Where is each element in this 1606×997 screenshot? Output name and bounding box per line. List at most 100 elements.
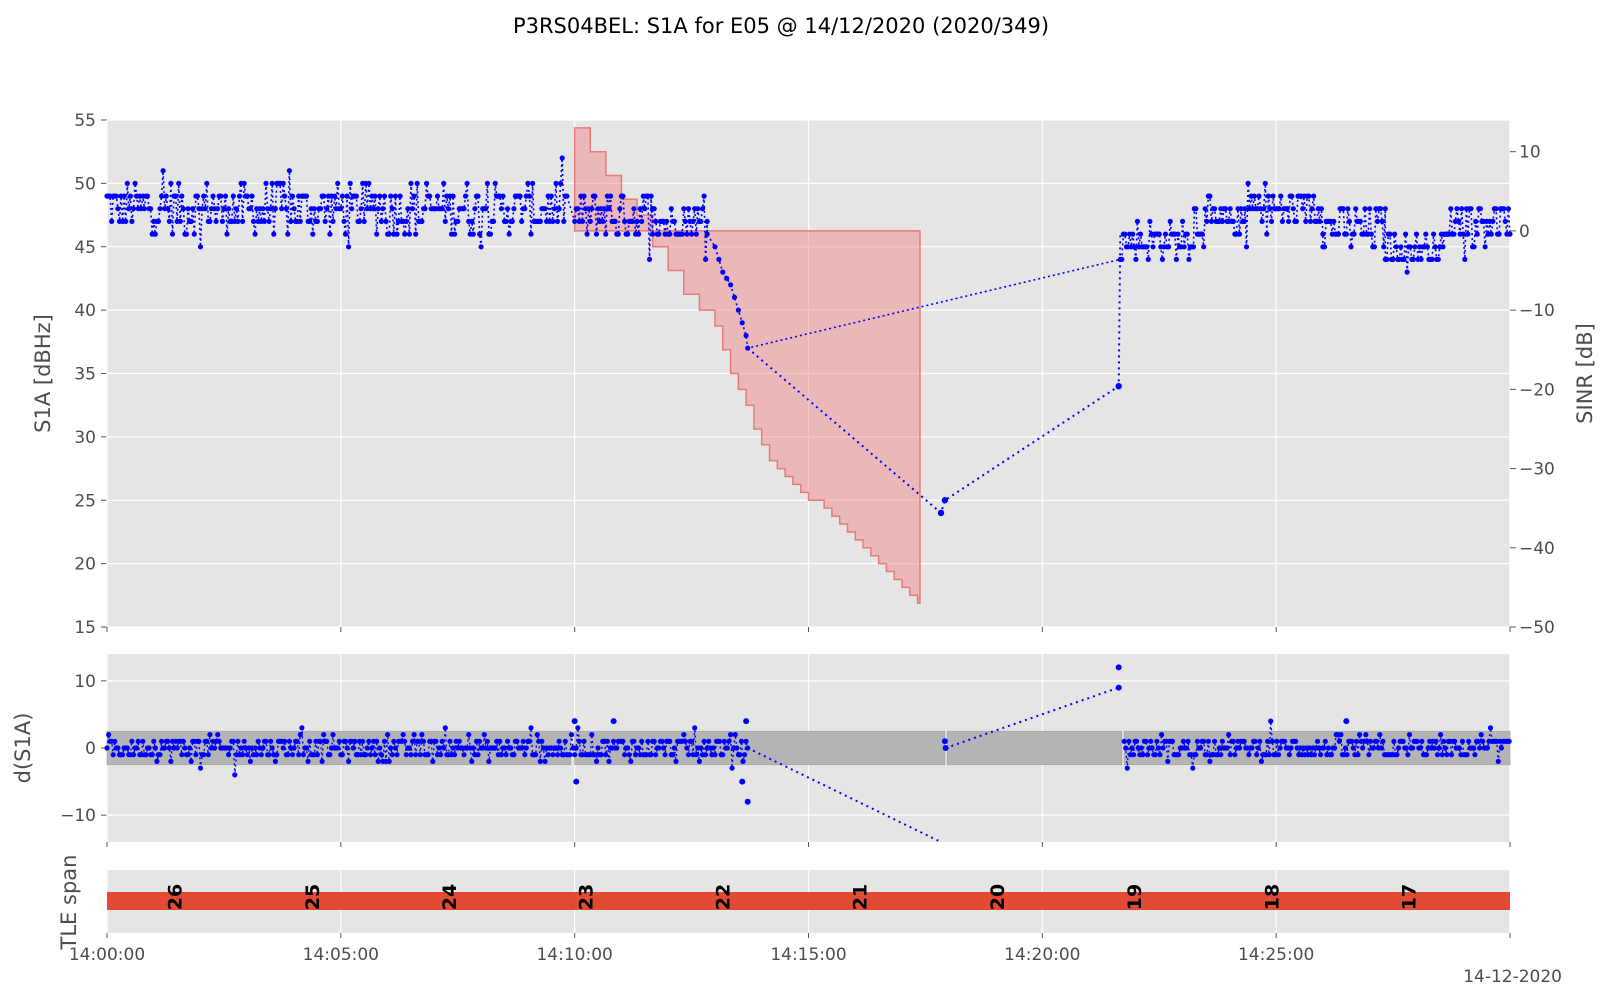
s1a-point	[1208, 218, 1215, 224]
d-s1a-point	[438, 752, 444, 758]
d-s1a-point	[1478, 732, 1484, 738]
d-s1a-point	[294, 738, 300, 744]
s1a-point	[650, 231, 656, 237]
d-s1a-point	[402, 738, 408, 744]
d-s1a-point	[1180, 738, 1186, 744]
s1a-point	[941, 497, 949, 504]
s1a-point	[397, 193, 403, 199]
s1a-point	[152, 231, 158, 237]
d-s1a-point	[1286, 752, 1292, 758]
s1a-point	[377, 193, 383, 199]
d-s1a-point	[742, 752, 748, 758]
s1a-point	[427, 193, 433, 199]
s1a-point	[450, 193, 456, 199]
s1a-point	[1276, 206, 1282, 212]
d-s1a-point	[260, 745, 266, 751]
d-s1a-outlier	[1115, 684, 1122, 691]
d-s1a-point	[1190, 765, 1196, 771]
s1a-point	[1309, 206, 1315, 212]
d-s1a-point	[450, 745, 456, 751]
d-s1a-point	[732, 732, 738, 738]
s1a-point	[452, 231, 458, 237]
d-s1a-point	[360, 738, 366, 744]
s1a-point	[268, 206, 274, 212]
s1a-point	[735, 307, 742, 313]
d-s1a-point	[1227, 752, 1233, 758]
d-s1a-point	[1395, 745, 1402, 751]
d-s1a-point	[1311, 752, 1317, 758]
d-s1a-panel: 10 0 −10 d(S1A)	[11, 654, 1512, 847]
d-s1a-point	[593, 758, 600, 765]
d-s1a-point	[508, 745, 514, 751]
s1a-point	[197, 244, 204, 250]
d-s1a-point	[729, 765, 735, 771]
d-s1a-point	[1204, 752, 1210, 758]
d-s1a-point	[1205, 738, 1211, 744]
d-s1a-point	[350, 745, 356, 751]
s1a-point	[283, 206, 289, 212]
d-s1a-point	[572, 752, 578, 758]
d-s1a-point	[352, 738, 358, 744]
d-s1a-point	[519, 745, 525, 751]
d-s1a-point	[1325, 745, 1331, 751]
s1a-point	[177, 218, 183, 224]
d-s1a-point	[706, 738, 712, 744]
s1a-point	[269, 180, 275, 186]
s1a-point	[525, 180, 531, 186]
d-s1a-point	[1268, 718, 1274, 724]
s1a-point	[1451, 231, 1457, 237]
d-s1a-point	[625, 745, 631, 751]
s1a-point	[615, 231, 621, 237]
s1a-point	[327, 231, 333, 237]
d-s1a-point	[662, 752, 668, 758]
d-s1a-point	[134, 745, 140, 751]
d-s1a-point	[1328, 752, 1335, 758]
s1a-point	[1241, 218, 1247, 224]
s1a-point	[1144, 244, 1150, 250]
d-s1a-point	[1212, 738, 1218, 744]
d-s1a-point	[673, 758, 679, 765]
s1a-point	[1429, 256, 1435, 262]
s1a-point	[1454, 206, 1460, 212]
s1a-point	[1473, 218, 1479, 224]
d-s1a-point	[296, 752, 302, 758]
s1a-point	[236, 193, 243, 199]
d-s1a-point	[417, 752, 423, 758]
s1a-point	[1431, 231, 1437, 237]
s1a-point	[1167, 218, 1173, 224]
s1a-point	[1474, 231, 1480, 237]
d-s1a-point	[386, 758, 392, 765]
s1a-point	[1251, 193, 1257, 199]
d-s1a-point	[1394, 752, 1400, 758]
d-s1a-point	[721, 738, 727, 744]
s1a-point	[731, 294, 738, 300]
s1a-point	[558, 180, 564, 186]
d-s1a-point	[740, 758, 746, 765]
d-s1a-outlier	[571, 718, 578, 725]
s1a-point	[307, 218, 313, 224]
s1a-point	[679, 231, 685, 237]
d-s1a-point	[1506, 738, 1512, 744]
s1a-point	[575, 206, 581, 212]
d-s1a-point	[520, 738, 526, 744]
d-s1a-point	[151, 738, 157, 744]
d-s1a-point	[1143, 738, 1149, 744]
d-s1a-point	[1149, 745, 1155, 751]
d-s1a-point	[254, 752, 260, 758]
s1a-point	[241, 180, 247, 186]
tle-label: 21	[850, 884, 872, 910]
s1a-point	[500, 193, 506, 199]
s1a-point	[1353, 206, 1359, 212]
d-s1a-point	[1159, 732, 1165, 738]
s1a-point	[224, 231, 230, 237]
s1a-point	[1384, 256, 1390, 262]
s1a-point	[361, 218, 367, 224]
d-s1a-point	[1154, 738, 1160, 744]
d-s1a-point	[576, 738, 582, 744]
s1a-point	[1505, 206, 1511, 212]
d-s1a-point	[110, 752, 116, 758]
d-s1a-point	[1366, 752, 1372, 758]
d-s1a-gap-line	[945, 686, 1120, 749]
d-s1a-point	[364, 745, 370, 751]
